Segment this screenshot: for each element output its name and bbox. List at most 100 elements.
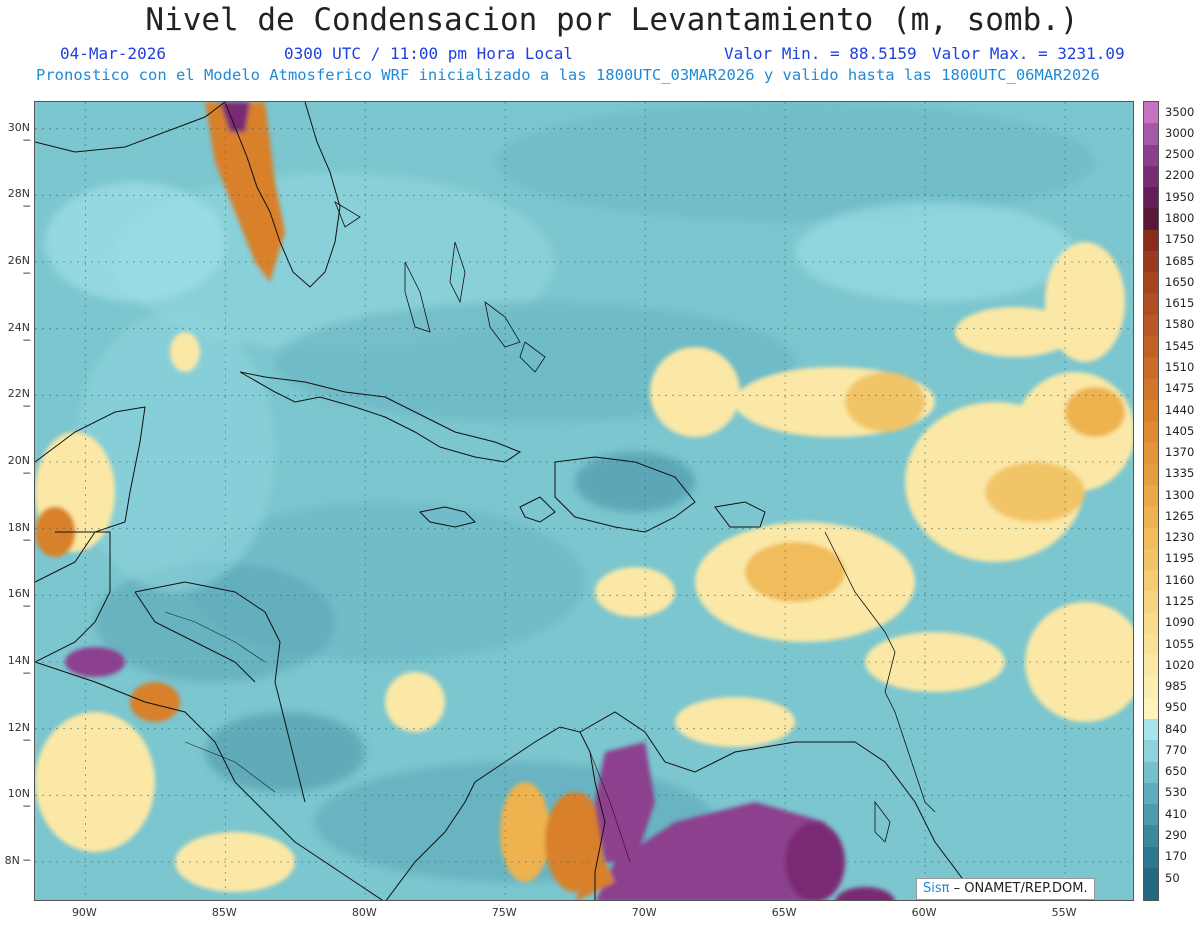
color-scale-label: 50 [1165, 870, 1180, 885]
longitude-label: 75W [491, 906, 517, 919]
color-scale-label: 1090 [1165, 615, 1195, 630]
color-scale-label: 1685 [1165, 253, 1195, 268]
color-scale-label: 1475 [1165, 381, 1195, 396]
longitude-label: 70W [631, 906, 657, 919]
color-scale-segment [1144, 697, 1158, 720]
color-scale-segment [1144, 378, 1158, 401]
color-scale-label: 2500 [1165, 147, 1195, 162]
very-high-lcl-regions [35, 102, 895, 900]
color-scale-segment [1144, 612, 1158, 635]
color-scale-segment [1144, 591, 1158, 614]
latitude-label: 22N ─ [7, 387, 30, 414]
color-scale-label: 1230 [1165, 530, 1195, 545]
color-scale-label: 1160 [1165, 572, 1195, 587]
color-scale-label: 410 [1165, 806, 1187, 821]
color-scale-segment [1144, 250, 1158, 274]
color-scale-segment [1144, 825, 1158, 848]
color-scale-label: 170 [1165, 849, 1187, 864]
color-scale-label: 1950 [1165, 189, 1195, 204]
forecast-time: 0300 UTC / 11:00 pm Hora Local [284, 44, 573, 63]
color-scale-segment [1144, 144, 1158, 167]
latitude-label: 16N ─ [7, 587, 30, 614]
color-scale-label: 1055 [1165, 636, 1195, 651]
credit-org: – ONAMET/REP.DOM. [953, 881, 1088, 896]
color-scale-label: 1580 [1165, 317, 1195, 332]
longitude-label: 65W [771, 906, 797, 919]
color-scale-label: 1335 [1165, 466, 1195, 481]
color-scale-segment [1144, 867, 1158, 891]
color-scale-segment [1144, 676, 1158, 699]
color-scale-label: 3000 [1165, 125, 1195, 140]
graticule [35, 102, 1133, 900]
color-scale-label: 1020 [1165, 657, 1195, 672]
color-scale-segment [1144, 208, 1158, 231]
color-scale-segment [1144, 633, 1158, 657]
color-scale-label: 1370 [1165, 445, 1195, 460]
color-scale-label: 1545 [1165, 338, 1195, 353]
latitude-label: 8N ─ [4, 854, 30, 867]
latitude-label: 30N ─ [7, 120, 30, 147]
longitude-label: 55W [1051, 906, 1077, 919]
min-value: Valor Min. = 88.5159 [724, 44, 917, 63]
islands [334, 201, 936, 843]
color-scale-label: 1265 [1165, 508, 1195, 523]
color-scale-label: 985 [1165, 679, 1187, 694]
color-scale-label: 290 [1165, 828, 1187, 843]
color-scale-label: 1510 [1165, 359, 1195, 374]
latitude-label: 14N ─ [7, 654, 30, 680]
color-scale-bar [1143, 101, 1159, 901]
map-panel[interactable] [34, 101, 1134, 901]
color-scale-segment [1144, 548, 1158, 572]
color-scale-label: 1750 [1165, 232, 1195, 247]
latitude-label: 24N ─ [7, 320, 30, 347]
latitude-label: 20N ─ [7, 454, 30, 480]
color-scale-segment [1144, 506, 1158, 529]
high-lcl-regions [35, 242, 1133, 892]
color-scale-segment [1144, 357, 1158, 380]
latitude-label: 12N ─ [7, 720, 30, 747]
color-scale-segment [1144, 229, 1158, 252]
lcl-field-map [35, 102, 1133, 900]
latitude-label: 18N ─ [7, 520, 30, 547]
color-scale-segment [1144, 655, 1158, 678]
color-scale-label: 1440 [1165, 402, 1195, 417]
color-scale-segment [1144, 421, 1158, 444]
color-scale-segment [1144, 165, 1158, 189]
longitude-label: 60W [911, 906, 937, 919]
color-scale-label: 1615 [1165, 296, 1195, 311]
color-scale-segment [1144, 761, 1158, 784]
color-scale-label: 1195 [1165, 551, 1195, 566]
color-scale-segment [1144, 782, 1158, 806]
color-scale-segment [1144, 463, 1158, 486]
longitude-label: 80W [351, 906, 377, 919]
longitude-label: 90W [71, 906, 97, 919]
color-scale-label: 650 [1165, 764, 1187, 779]
color-scale-segment [1144, 314, 1158, 338]
color-scale-segment [1144, 484, 1158, 508]
color-scale-label: 1800 [1165, 211, 1195, 226]
color-scale-segment [1144, 442, 1158, 465]
color-scale-segment [1144, 846, 1158, 869]
max-value: Valor Max. = 3231.09 [932, 44, 1125, 63]
color-scale-label: 1405 [1165, 423, 1195, 438]
borders [109, 532, 631, 863]
color-scale-label: 530 [1165, 785, 1187, 800]
color-scale-label: 3500 [1165, 104, 1195, 119]
color-scale-segment [1144, 102, 1158, 125]
color-scale-segment [1144, 804, 1158, 827]
color-scale-label: 770 [1165, 742, 1187, 757]
color-scale-segment [1144, 740, 1158, 763]
color-scale-segment [1144, 123, 1158, 146]
color-scale-segment [1144, 719, 1158, 742]
color-scale-segment [1144, 187, 1158, 210]
color-scale-label: 1300 [1165, 487, 1195, 502]
color-scale-label: 1125 [1165, 594, 1195, 608]
color-scale-segment [1144, 570, 1158, 593]
color-scale-segment [1144, 527, 1158, 550]
color-scale-label: 1650 [1165, 274, 1195, 289]
credit-box: Sisπ – ONAMET/REP.DOM. [916, 878, 1095, 900]
color-scale-segment [1144, 293, 1158, 316]
forecast-date: 04-Mar-2026 [60, 44, 166, 63]
color-scale-label: 840 [1165, 721, 1187, 736]
color-scale-segment [1144, 889, 1158, 900]
